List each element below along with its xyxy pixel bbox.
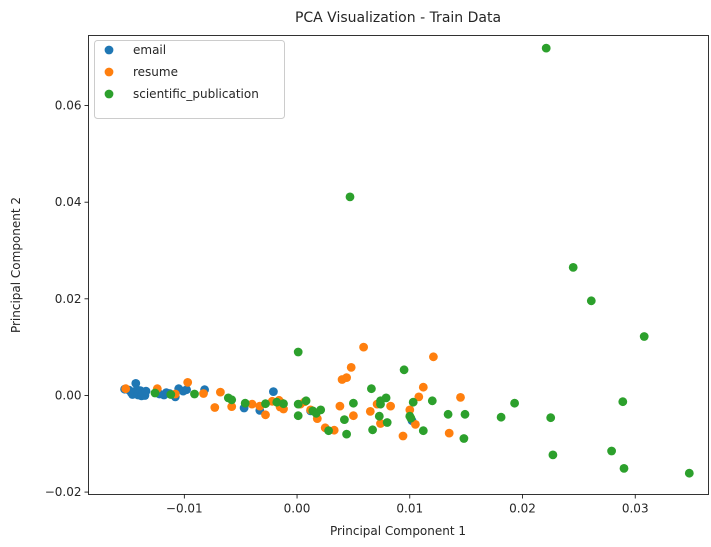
x-tick-label: 0.03 xyxy=(622,502,649,516)
point-scientific-publication-8 xyxy=(279,399,288,409)
legend-box xyxy=(94,40,285,119)
point-resume-34 xyxy=(411,420,420,429)
point-email-14 xyxy=(141,386,151,396)
point-scientific-publication-20 xyxy=(349,398,358,408)
point-resume-30 xyxy=(376,419,385,428)
point-resume-39 xyxy=(456,393,465,402)
point-scientific-publication-11 xyxy=(293,347,303,357)
point-scientific-publication-22 xyxy=(368,425,377,435)
point-scientific-publication-33 xyxy=(427,396,437,406)
point-scientific-publication-46 xyxy=(619,464,629,473)
legend-label-scientific-publication: scientific_publication xyxy=(133,87,259,101)
point-resume-31 xyxy=(386,401,395,411)
point-scientific-publication-39 xyxy=(541,43,551,53)
point-resume-10 xyxy=(261,410,270,420)
legend-marker-scientific-publication xyxy=(104,89,114,99)
point-scientific-publication-1 xyxy=(166,390,176,399)
point-scientific-publication-40 xyxy=(546,413,556,423)
point-scientific-publication-6 xyxy=(261,399,270,409)
series-scientific-publication xyxy=(150,43,694,478)
y-axis-ticks: −0.02 0.00 0.02 0.04 0.06 xyxy=(45,99,89,499)
point-resume-32 xyxy=(398,431,408,441)
x-tick-label: 0.01 xyxy=(396,502,423,516)
point-scientific-publication-15 xyxy=(316,405,326,415)
point-scientific-publication-26 xyxy=(381,393,391,403)
point-scientific-publication-4 xyxy=(227,395,237,405)
point-scientific-publication-17 xyxy=(340,415,349,424)
x-axis-ticks: −0.01 0.00 0.01 0.02 0.03 xyxy=(166,494,649,516)
point-resume-27 xyxy=(359,342,368,352)
point-resume-25 xyxy=(346,363,356,372)
point-resume-7 xyxy=(227,402,237,411)
point-scientific-publication-48 xyxy=(684,468,694,478)
point-scientific-publication-30 xyxy=(406,413,416,423)
point-scientific-publication-27 xyxy=(382,418,392,427)
point-resume-36 xyxy=(418,382,428,392)
legend-label-resume: resume xyxy=(133,65,178,79)
y-tick-label: 0.00 xyxy=(55,388,82,402)
legend: email resume scientific_publication xyxy=(94,40,285,119)
point-scientific-publication-21 xyxy=(367,384,376,394)
point-resume-37 xyxy=(429,352,438,362)
point-scientific-publication-34 xyxy=(443,409,453,419)
point-resume-33 xyxy=(405,405,415,415)
point-scientific-publication-10 xyxy=(293,411,303,421)
y-tick-label: 0.06 xyxy=(55,99,82,113)
point-resume-22 xyxy=(335,401,345,411)
legend-marker-email xyxy=(104,45,114,55)
point-scientific-publication-43 xyxy=(586,296,596,306)
point-scientific-publication-16 xyxy=(324,426,333,436)
point-resume-3 xyxy=(183,378,193,387)
series-resume xyxy=(121,342,465,441)
point-scientific-publication-35 xyxy=(459,434,469,443)
point-scientific-publication-28 xyxy=(399,365,409,375)
point-email-26 xyxy=(269,387,278,396)
point-resume-24 xyxy=(342,373,351,382)
point-scientific-publication-42 xyxy=(568,263,578,272)
x-tick-label: 0.02 xyxy=(509,502,536,516)
point-scientific-publication-45 xyxy=(618,397,628,407)
y-axis-label: Principal Component 2 xyxy=(9,197,23,333)
point-scientific-publication-7 xyxy=(272,397,282,407)
point-resume-26 xyxy=(349,411,358,421)
legend-marker-resume xyxy=(104,67,114,77)
point-scientific-publication-19 xyxy=(345,192,355,202)
point-resume-35 xyxy=(414,392,424,402)
plot-area-frame xyxy=(88,35,709,495)
x-tick-label: 0.00 xyxy=(284,502,311,516)
point-scientific-publication-9 xyxy=(293,399,303,409)
point-scientific-publication-37 xyxy=(496,412,506,422)
point-scientific-publication-5 xyxy=(240,398,250,408)
point-scientific-publication-31 xyxy=(408,397,418,407)
point-scientific-publication-36 xyxy=(460,409,470,419)
point-scientific-publication-47 xyxy=(639,332,649,341)
y-tick-label: −0.02 xyxy=(45,485,82,499)
point-resume-6 xyxy=(216,387,225,397)
point-scientific-publication-12 xyxy=(301,396,311,406)
scatter-marks xyxy=(120,43,694,478)
point-email-22 xyxy=(182,385,192,395)
y-tick-label: 0.02 xyxy=(55,292,82,306)
point-resume-38 xyxy=(444,428,454,438)
point-resume-0 xyxy=(121,384,131,394)
legend-label-email: email xyxy=(133,43,166,57)
point-scientific-publication-38 xyxy=(510,398,519,408)
point-scientific-publication-0 xyxy=(150,388,160,398)
chart-title: PCA Visualization - Train Data xyxy=(295,10,501,26)
y-tick-label: 0.04 xyxy=(55,195,82,209)
x-axis-label: Principal Component 1 xyxy=(330,524,466,538)
point-scientific-publication-44 xyxy=(607,446,616,456)
point-scientific-publication-18 xyxy=(342,429,351,439)
point-scientific-publication-2 xyxy=(190,389,199,399)
point-resume-5 xyxy=(210,403,220,412)
point-scientific-publication-32 xyxy=(418,426,428,436)
point-resume-28 xyxy=(365,407,375,416)
x-tick-label: −0.01 xyxy=(166,502,203,516)
point-scientific-publication-41 xyxy=(548,450,558,460)
point-resume-4 xyxy=(199,389,208,398)
point-scientific-publication-23 xyxy=(374,411,384,421)
point-resume-8 xyxy=(247,399,257,409)
